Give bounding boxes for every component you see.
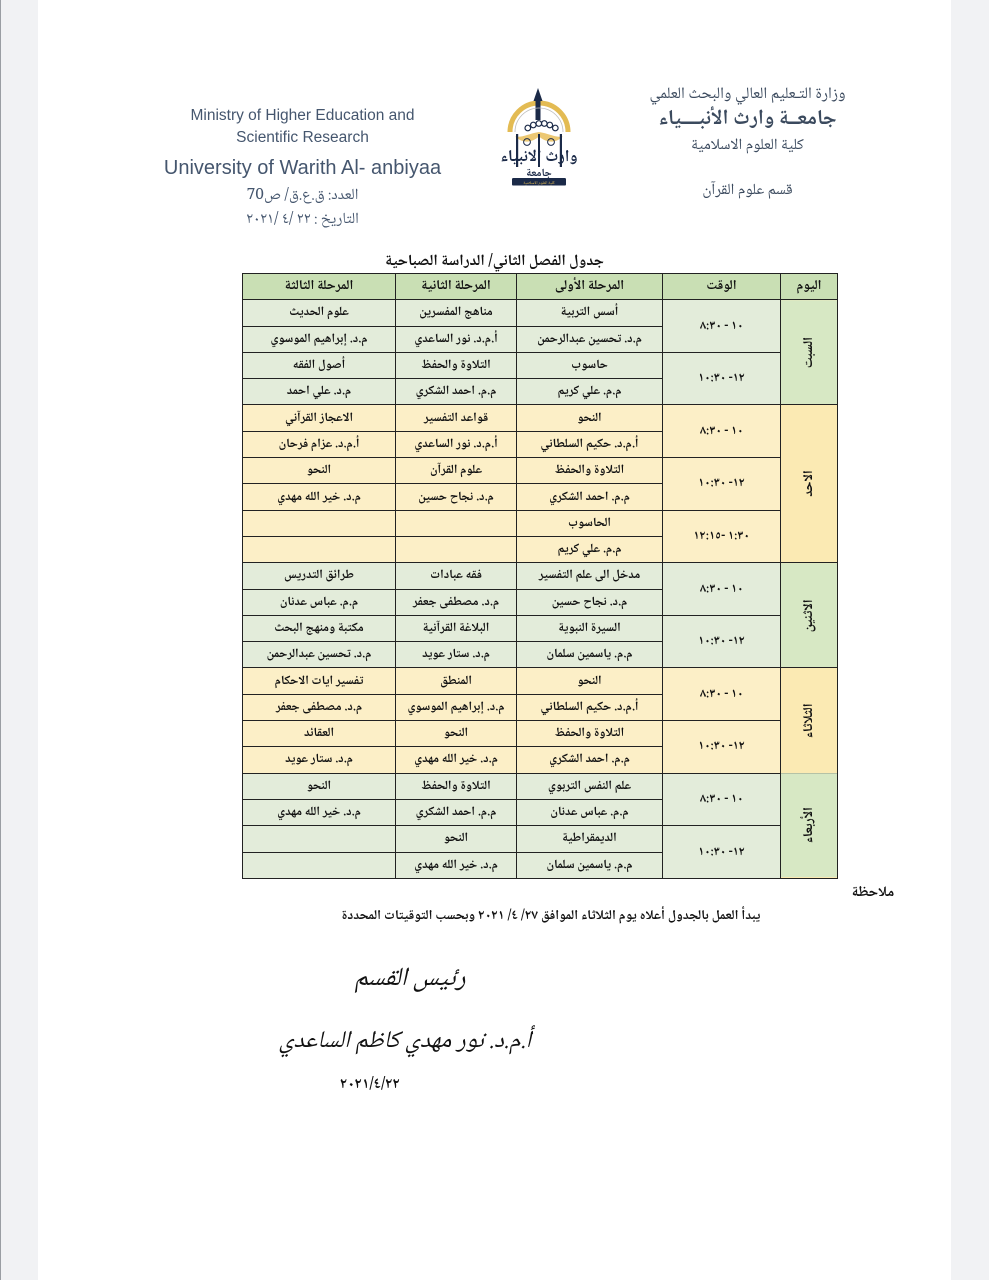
svg-text:كلية العلوم الاسلامية: كلية العلوم الاسلامية	[523, 179, 554, 186]
